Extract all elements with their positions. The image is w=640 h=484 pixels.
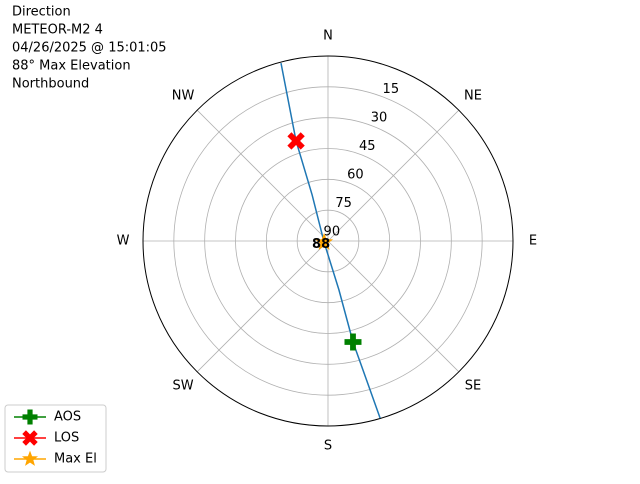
grid-spoke <box>327 109 460 242</box>
title-line: 04/26/2025 @ 15:01:05 <box>12 41 167 56</box>
polar-frame <box>142 55 514 427</box>
title-line: 88° Max Elevation <box>12 59 131 74</box>
legend-marker <box>22 409 38 425</box>
title-line: METEOR-M2 4 <box>12 23 103 38</box>
theta-tick-label: NW <box>172 89 195 104</box>
max-el-label: 88 <box>312 237 330 252</box>
theta-tick-label: SW <box>172 378 193 393</box>
legend-label: LOS <box>54 431 79 446</box>
r-tick-label: 60 <box>347 167 364 182</box>
marker-x <box>287 132 305 150</box>
legend-marker <box>21 450 39 466</box>
theta-tick-label: W <box>117 234 130 249</box>
theta-tick-label: NE <box>464 89 482 104</box>
legend-marker <box>22 430 38 446</box>
theta-tick-label: SE <box>465 378 481 393</box>
theta-tick-label: N <box>323 29 333 44</box>
title-line: Direction <box>12 5 71 20</box>
grid-spoke <box>196 240 329 373</box>
r-tick-label: 30 <box>371 110 388 125</box>
r-tick-label: 15 <box>383 82 400 97</box>
theta-tick-label: S <box>324 439 332 454</box>
marker-plus <box>344 333 362 351</box>
r-tick-label: 75 <box>335 196 352 211</box>
legend: AOS LOS Max El <box>4 404 107 473</box>
theta-tick-label: E <box>529 234 537 249</box>
marker-star <box>315 232 334 250</box>
r-tick-label: 90 <box>324 224 341 239</box>
r-tick-label: 45 <box>359 139 376 154</box>
legend-label: AOS <box>54 410 81 425</box>
grid-spoke <box>327 240 460 373</box>
grid-spoke <box>196 109 329 242</box>
title-line: Northbound <box>12 77 89 92</box>
legend-label: Max El <box>54 452 97 467</box>
